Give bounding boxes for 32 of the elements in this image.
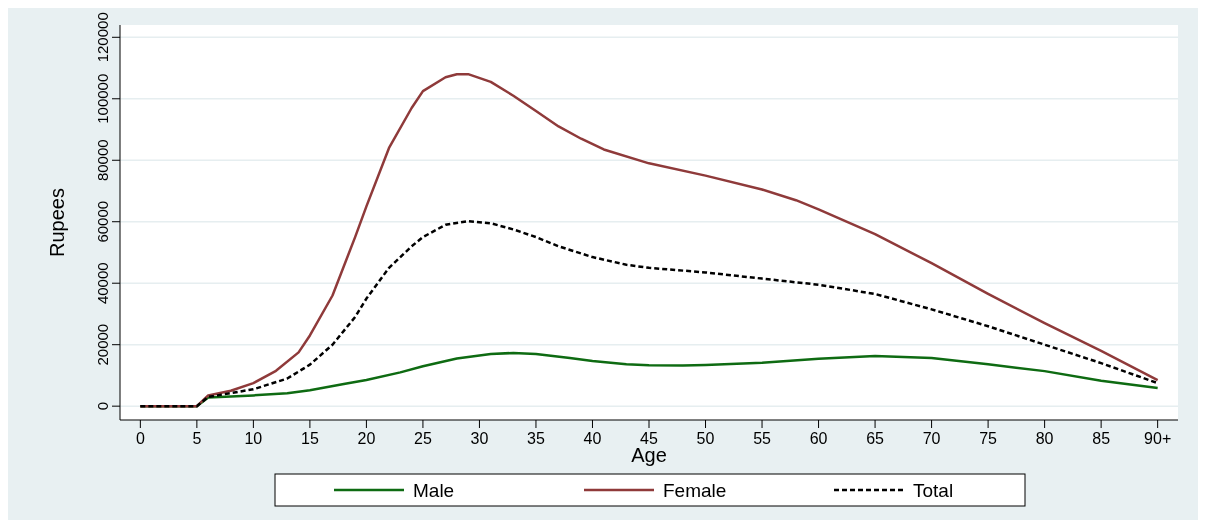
x-tick-label: 85 (1092, 430, 1111, 447)
legend-label: Total (913, 480, 954, 501)
x-tick-label: 0 (135, 430, 145, 447)
x-tick-label: 80 (1035, 430, 1054, 447)
x-tick-label: 5 (192, 430, 202, 447)
x-tick-label: 90+ (1144, 430, 1172, 447)
y-tick-label: 20000 (94, 323, 111, 366)
x-tick-label: 65 (866, 430, 885, 447)
x-tick-label: 60 (809, 430, 828, 447)
x-tick-label: 35 (527, 430, 545, 447)
x-tick-label: 50 (696, 430, 715, 447)
line-series (139, 219, 1159, 408)
y-tick-label: 100000 (94, 73, 111, 124)
y-tick-label: 60000 (94, 200, 111, 243)
x-tick-label: 40 (583, 430, 602, 447)
x-tick-label: 75 (979, 430, 998, 447)
x-tick-label: 25 (414, 430, 432, 447)
x-tick-label: 10 (244, 430, 263, 447)
x-tick-label: 20 (357, 430, 376, 447)
y-tick-label: 80000 (94, 139, 111, 182)
y-axis-title: Rupees (46, 188, 68, 257)
legend-label: Female (663, 480, 727, 501)
y-tick-label: 40000 (94, 262, 111, 305)
x-tick-label: 45 (640, 430, 658, 447)
legend-label: Male (413, 480, 455, 501)
x-tick-label: 30 (470, 430, 489, 447)
x-tick-label: 70 (922, 430, 941, 447)
x-tick-label: 55 (753, 430, 772, 447)
y-tick-label: 0 (94, 402, 111, 411)
y-tick-label: 120000 (94, 12, 111, 63)
x-tick-label: 15 (301, 430, 319, 447)
x-axis-title: Age (631, 444, 667, 466)
